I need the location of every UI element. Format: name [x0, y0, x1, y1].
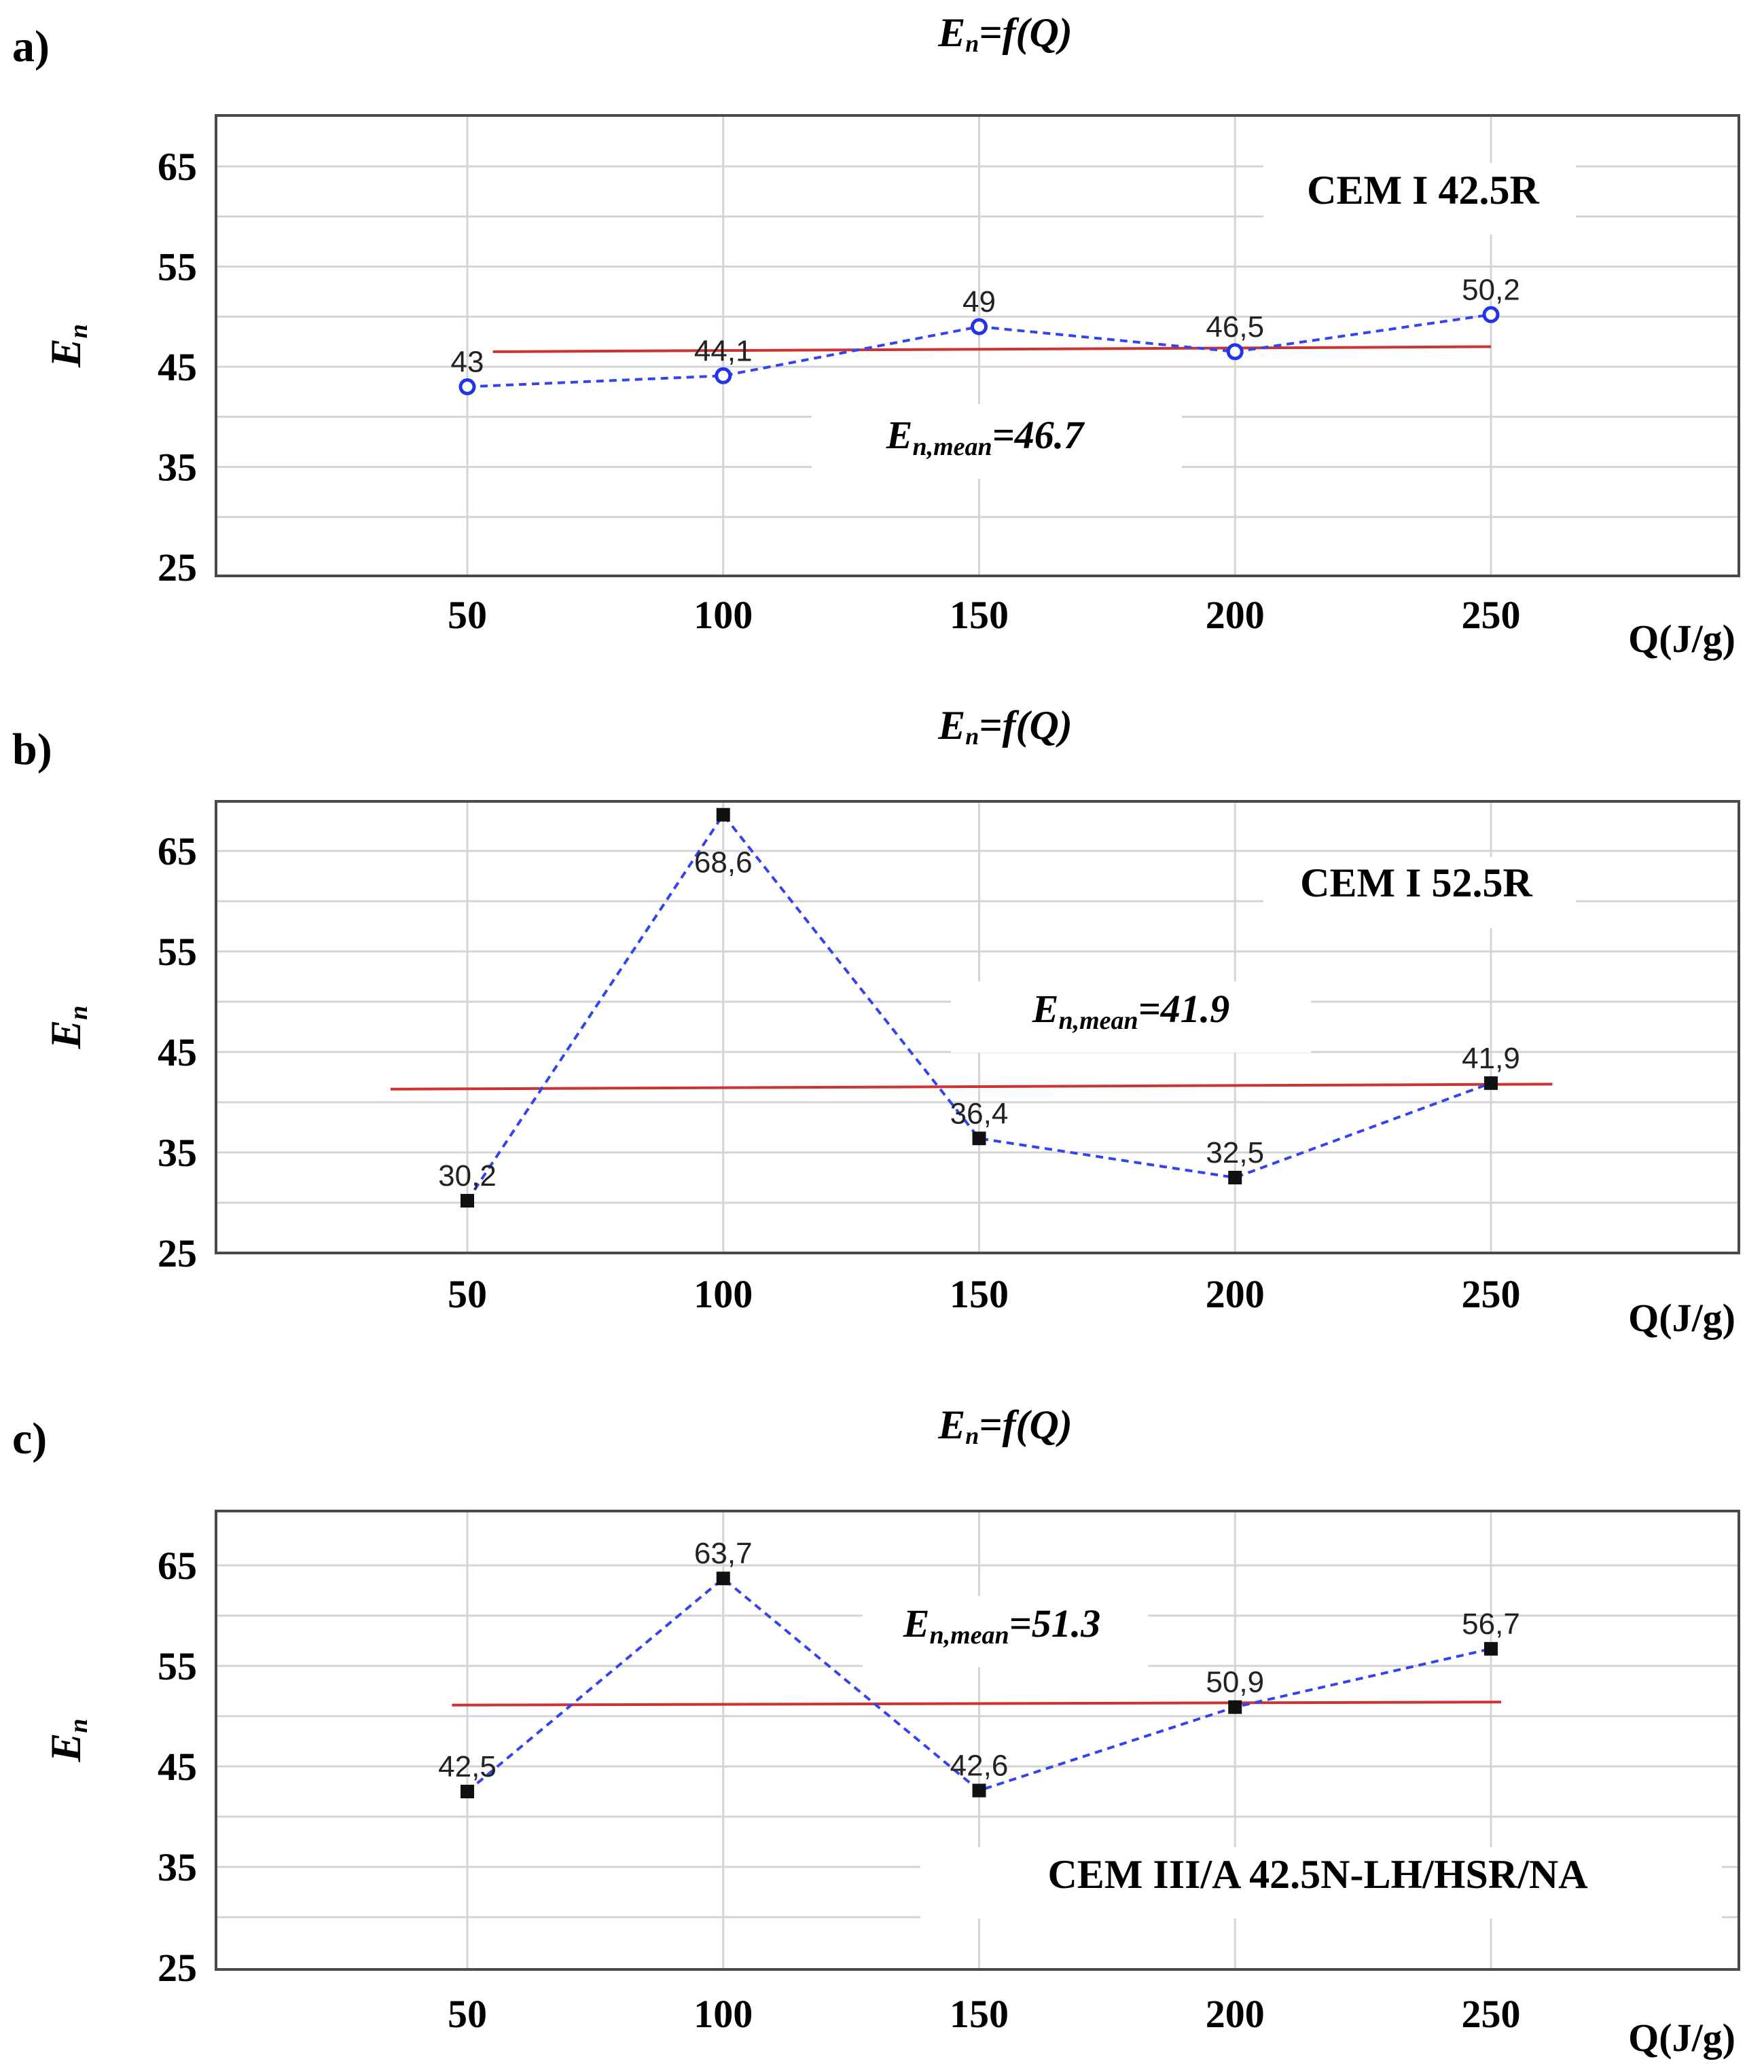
mean-line: [390, 1083, 1553, 1091]
data-label: 56,7: [1462, 1607, 1520, 1641]
y-tick-label: 65: [158, 1544, 197, 1588]
data-label: 50,2: [1462, 273, 1520, 306]
x-tick-label: 250: [1462, 1992, 1521, 2036]
data-label: 49: [962, 285, 996, 319]
y-tick-label: 25: [158, 1946, 197, 1990]
mean-line: [452, 1701, 1502, 1707]
cement-label: CEM III/A 42.5N-LH/HSR/NA: [1047, 1852, 1587, 1897]
x-tick-label: 250: [1462, 593, 1521, 637]
chart-title: En=f(Q): [937, 703, 1073, 750]
x-tick-label: 200: [1206, 593, 1265, 637]
data-label: 41,9: [1462, 1042, 1520, 1075]
data-point: [971, 318, 988, 335]
annotation-background: [863, 1596, 1148, 1667]
x-tick-label: 100: [694, 593, 753, 637]
data-point: [1482, 306, 1500, 323]
data-label: 32,5: [1206, 1136, 1264, 1169]
x-tick-label: 150: [950, 593, 1009, 637]
data-label: 44,1: [694, 334, 753, 367]
data-label: 42,5: [438, 1750, 497, 1783]
y-tick-label: 45: [158, 1030, 197, 1074]
y-tick-label: 45: [158, 345, 197, 389]
data-point: [1228, 1171, 1242, 1184]
x-tick-label: 250: [1462, 1272, 1521, 1316]
y-axis-label: En: [41, 324, 93, 368]
annotation-background: [920, 1847, 1722, 1919]
chart-title: En=f(Q): [937, 1402, 1073, 1449]
x-tick-label: 50: [448, 1992, 487, 2036]
data-label: 36,4: [950, 1097, 1009, 1130]
data-point: [1228, 1700, 1242, 1714]
x-tick-label: 150: [950, 1272, 1009, 1316]
plot-frame: [215, 114, 1740, 577]
data-label: 43: [451, 346, 484, 379]
x-tick-label: 150: [950, 1992, 1009, 2036]
x-tick-label: 100: [694, 1992, 753, 2036]
y-tick-label: 35: [158, 1131, 197, 1175]
plot-frame: [215, 800, 1740, 1254]
data-point: [1484, 1076, 1498, 1090]
chart-panel-3: c) En=f(Q) 25 35 45 55 65 50 100 150 200 250 Q(J/g) E…: [12, 1402, 1740, 2060]
panel-label: b): [12, 725, 52, 774]
y-tick-label: 55: [158, 245, 197, 289]
x-tick-label: 50: [448, 593, 487, 637]
mean-label: En,mean=51.3: [903, 1601, 1100, 1650]
x-axis-label: Q(J/g): [1628, 617, 1735, 661]
data-point: [716, 807, 730, 822]
y-tick-label: 55: [158, 930, 197, 974]
data-label: 68,6: [694, 846, 753, 879]
y-axis-label: En: [41, 1719, 93, 1763]
annotation-background: [1263, 857, 1576, 928]
mean-label: En,mean=41.9: [1032, 987, 1229, 1035]
annotation-background: [951, 981, 1311, 1053]
plot-frame: [215, 1510, 1740, 1971]
data-point: [716, 1571, 730, 1586]
data-point: [1226, 343, 1244, 361]
chart-title: En=f(Q): [937, 10, 1073, 57]
annotation-background: [1263, 163, 1576, 234]
y-tick-label: 45: [158, 1745, 197, 1789]
x-tick-label: 50: [448, 1272, 487, 1316]
x-axis-label: Q(J/g): [1628, 1296, 1735, 1340]
cement-label: CEM I 52.5R: [1300, 860, 1532, 905]
data-point: [972, 1131, 986, 1146]
data-label: 63,7: [694, 1537, 753, 1570]
y-tick-label: 65: [158, 145, 197, 189]
x-tick-label: 200: [1206, 1272, 1265, 1316]
data-point: [461, 1785, 474, 1798]
data-point: [972, 1783, 986, 1798]
y-tick-label: 25: [158, 545, 197, 589]
panel-label: a): [12, 22, 50, 71]
y-tick-label: 35: [158, 1845, 197, 1889]
mean-label: En,mean=46.7: [886, 413, 1085, 461]
data-point: [458, 378, 476, 395]
y-tick-label: 65: [158, 829, 197, 873]
y-tick-label: 55: [158, 1644, 197, 1688]
x-tick-label: 100: [694, 1272, 753, 1316]
mean-line: [492, 345, 1492, 353]
data-label: 50,9: [1206, 1666, 1264, 1699]
x-axis-label: Q(J/g): [1628, 2016, 1735, 2060]
data-point: [461, 1194, 474, 1208]
y-tick-label: 35: [158, 446, 197, 490]
x-tick-label: 200: [1206, 1992, 1265, 2036]
chart-panel-1: a) En=f(Q) 25 35 45 55 65 50 100 150 200 250 Q(J/g) E…: [12, 10, 1740, 661]
chart-panel-2: b) En=f(Q) 25 35 45 55 65 50 100 150 200 250 Q(J/g) E…: [12, 703, 1740, 1340]
panel-label: c): [12, 1414, 47, 1464]
cement-label: CEM I 42.5R: [1307, 168, 1539, 213]
data-label: 46,5: [1206, 310, 1264, 344]
data-label: 30,2: [438, 1159, 497, 1193]
data-point: [715, 367, 732, 384]
data-point: [1484, 1641, 1498, 1656]
y-tick-label: 25: [158, 1231, 197, 1275]
annotation-background: [812, 404, 1182, 479]
data-label: 42,6: [950, 1749, 1009, 1783]
y-axis-label: En: [41, 1006, 93, 1050]
